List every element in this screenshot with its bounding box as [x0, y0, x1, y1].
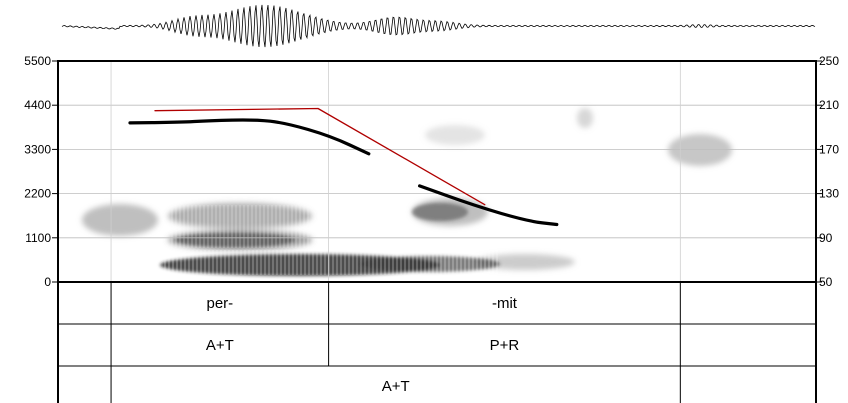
- left-axis-tick-label: 2200: [24, 187, 51, 201]
- tier-interval-label: A+T: [206, 337, 234, 354]
- waveform-trace: [62, 5, 815, 47]
- right-axis-tick-label: 210: [819, 98, 839, 112]
- right-axis: 50 90 130 170 210 250: [816, 54, 839, 289]
- tier-interval-label: -mit: [492, 295, 518, 312]
- waveform: [62, 5, 815, 47]
- pitch-contour-segment: [130, 120, 369, 154]
- right-axis-tick-label: 50: [819, 275, 833, 289]
- tier-interval-label: P+R: [490, 337, 520, 354]
- left-axis-tick-label: 3300: [24, 142, 51, 156]
- right-axis-tick-label: 130: [819, 187, 839, 201]
- grid: [58, 61, 816, 282]
- right-axis-tick-label: 250: [819, 54, 839, 68]
- spectrogram: [82, 108, 732, 276]
- plot-frame: [58, 61, 816, 282]
- right-axis-tick-label: 170: [819, 142, 839, 156]
- left-axis: 0 1100 2200 3300 4400 5500: [24, 54, 58, 289]
- annotation-tiers: per- -mit A+T P+R A+T: [58, 282, 816, 403]
- tier-interval-label: per-: [206, 295, 233, 312]
- left-axis-tick-label: 5500: [24, 54, 51, 68]
- left-axis-tick-label: 0: [44, 275, 51, 289]
- left-axis-tick-label: 4400: [24, 98, 51, 112]
- right-axis-tick-label: 90: [819, 231, 833, 245]
- left-axis-tick-label: 1100: [25, 231, 51, 245]
- tier-interval-label: A+T: [382, 378, 410, 395]
